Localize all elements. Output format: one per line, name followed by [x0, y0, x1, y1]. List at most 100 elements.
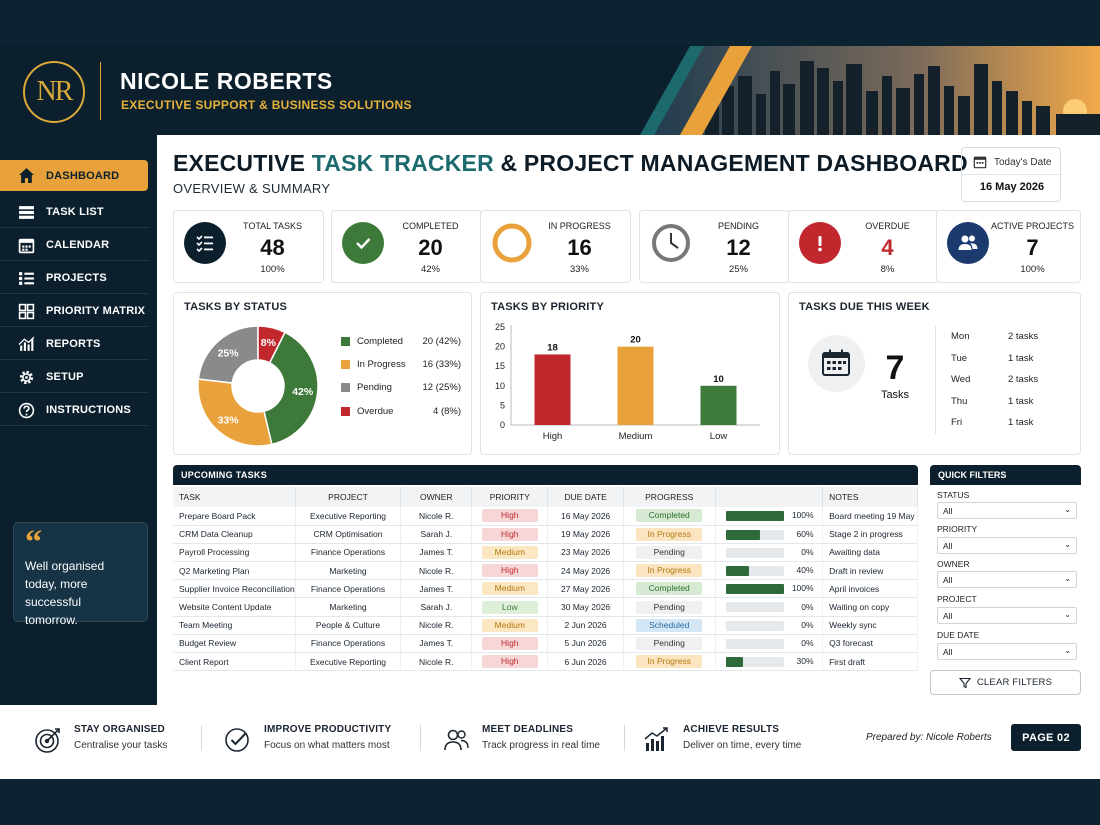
status-cell: Scheduled — [623, 616, 716, 635]
gear-icon — [19, 370, 34, 384]
footer-item-text: Deliver on time, every time — [683, 740, 802, 751]
due-count: 7 — [885, 349, 905, 387]
table-row[interactable]: Team Meeting People & Culture Nicole R. Med… — [173, 616, 918, 635]
project-cell: Marketing — [295, 597, 402, 617]
status-cell: Completed — [623, 507, 716, 526]
kpi-percent: 25% — [728, 264, 748, 275]
progress-bar-fill — [725, 656, 743, 667]
table-row[interactable]: Q2 Marketing Plan Marketing Nicole R. High 2… — [173, 561, 918, 581]
progress-cell: 0% — [715, 634, 824, 654]
notes-cell: Draft in review — [822, 561, 918, 581]
due-date-cell: 27 May 2026 — [547, 579, 624, 599]
priority-filter-select[interactable]: All ⌄ — [937, 537, 1077, 554]
column-header[interactable]: PROJECT — [295, 487, 402, 507]
header-name: NICOLE ROBERTS — [120, 68, 333, 94]
progress-cell: 30% — [715, 652, 824, 672]
due-date-filter-select[interactable]: All ⌄ — [937, 643, 1077, 660]
y-tick-label: 5 — [500, 400, 505, 410]
donut-slice-in-progress — [197, 378, 273, 447]
progress-cell: 60% — [715, 525, 824, 544]
ring-icon — [491, 222, 533, 264]
project-filter-select[interactable]: All ⌄ — [937, 607, 1077, 624]
status-badge: In Progress — [636, 527, 703, 541]
sidebar-item-calendar[interactable]: CALENDAR — [0, 230, 148, 261]
table-row[interactable]: Website Content Update Marketing Sarah J. L… — [173, 597, 918, 617]
task-cell: Payroll Processing — [173, 543, 296, 563]
target-icon — [35, 728, 60, 753]
page-number-button[interactable]: PAGE 02 — [1011, 724, 1081, 751]
clear-filters-button[interactable]: CLEAR FILTERS — [930, 670, 1081, 695]
progress-bar — [725, 566, 784, 577]
checklist-icon — [184, 222, 226, 264]
date-value: 16 May 2026 — [979, 181, 1045, 193]
sidebar-item-label: INSTRUCTIONS — [46, 404, 131, 416]
due-date-cell: 16 May 2026 — [547, 507, 624, 526]
column-header[interactable]: PROGRESS — [623, 487, 716, 507]
progress-bar — [725, 602, 784, 613]
sidebar-item-task-list[interactable]: TASK LIST — [0, 197, 148, 228]
due-date-cell: 24 May 2026 — [547, 561, 624, 581]
card-title: TASKS DUE THIS WEEK — [799, 301, 930, 313]
due-count-label: Tasks — [880, 389, 910, 401]
column-header[interactable]: DUE DATE — [547, 487, 624, 507]
sidebar-item-projects[interactable]: PROJECTS — [0, 263, 148, 294]
status-filter-select[interactable]: All ⌄ — [937, 502, 1077, 519]
progress-percent: 30% — [796, 656, 814, 667]
legend-swatch — [341, 383, 350, 392]
day-row: Wed 2 tasks — [951, 374, 1039, 385]
kpi-value: 7 — [1026, 235, 1039, 260]
column-header[interactable]: PRIORITY — [471, 487, 549, 507]
table-row[interactable]: Supplier Invoice Reconciliation Finance O… — [173, 579, 918, 599]
legend-item: In Progress 16 (33%) — [341, 359, 461, 370]
priority-badge: High — [481, 655, 538, 669]
table-row[interactable]: Budget Review Finance Operations James T. H… — [173, 634, 918, 654]
project-cell: Executive Reporting — [295, 507, 402, 526]
sidebar-item-instructions[interactable]: INSTRUCTIONS — [0, 395, 148, 426]
sidebar-item-reports[interactable]: REPORTS — [0, 329, 148, 360]
owner-cell: Nicole R. — [400, 616, 473, 635]
progress-bar — [725, 529, 784, 540]
status-badge: In Progress — [636, 655, 703, 669]
owner-cell: James T. — [400, 634, 473, 654]
column-header[interactable]: TASK — [173, 487, 296, 507]
kpi-label: PENDING — [717, 221, 759, 231]
progress-percent: 40% — [796, 565, 814, 576]
status-badge: Pending — [636, 600, 703, 614]
sidebar-item-priority-matrix[interactable]: PRIORITY MATRIX — [0, 296, 148, 327]
kpi-value: 48 — [260, 235, 285, 260]
table-row[interactable]: CRM Data Cleanup CRM Optimisation Sarah J.… — [173, 525, 918, 544]
chevron-down-icon: ⌄ — [1064, 610, 1071, 619]
status-cell: In Progress — [623, 652, 716, 672]
chevron-down-icon: ⌄ — [1064, 574, 1071, 583]
progress-bar — [725, 511, 784, 522]
table-row[interactable]: Prepare Board Pack Executive Reporting Nic… — [173, 507, 918, 526]
quote-box: “ Well organised today, more successful … — [13, 522, 148, 627]
footer-item: MEET DEADLINES Track progress in real ti… — [442, 720, 622, 764]
progress-bar — [725, 584, 784, 595]
progress-percent: 60% — [796, 528, 814, 539]
table-row[interactable]: Client Report Executive Reporting Nicole R… — [173, 652, 918, 672]
status-cell: Pending — [623, 543, 716, 563]
sidebar-item-label: CALENDAR — [46, 239, 110, 251]
notes-cell: Stage 2 in progress — [822, 525, 918, 544]
column-header[interactable]: NOTES — [822, 487, 918, 507]
due-date-cell: 19 May 2026 — [547, 525, 624, 544]
table-header-row: TASK PROJECT OWNER PRIORITY DUE DATE PRO… — [173, 487, 918, 507]
owner-filter-select[interactable]: All ⌄ — [937, 571, 1077, 588]
footer-divider — [201, 725, 202, 751]
sidebar-item-dashboard[interactable]: DASHBOARD — [0, 160, 148, 191]
due-date-cell: 5 Jun 2026 — [547, 634, 624, 654]
due-date-cell: 2 Jun 2026 — [547, 616, 624, 635]
kpi-label: ACTIVE PROJECTS — [990, 221, 1074, 231]
owner-cell: Sarah J. — [400, 525, 473, 544]
task-cell: Supplier Invoice Reconciliation — [173, 579, 296, 599]
kpi-active-projects: ACTIVE PROJECTS 7 100% — [936, 210, 1081, 283]
sidebar-item-setup[interactable]: SETUP — [0, 362, 148, 393]
clock-icon — [650, 222, 692, 264]
status-badge: Completed — [636, 509, 703, 523]
column-header[interactable]: OWNER — [400, 487, 473, 507]
quote-text: Well organised today, more successful to… — [25, 559, 105, 627]
page-title: EXECUTIVE TASK TRACKER & PROJECT MANAGEM… — [173, 150, 968, 176]
priority-cell: High — [471, 525, 549, 544]
table-row[interactable]: Payroll Processing Finance Operations Jame… — [173, 543, 918, 563]
